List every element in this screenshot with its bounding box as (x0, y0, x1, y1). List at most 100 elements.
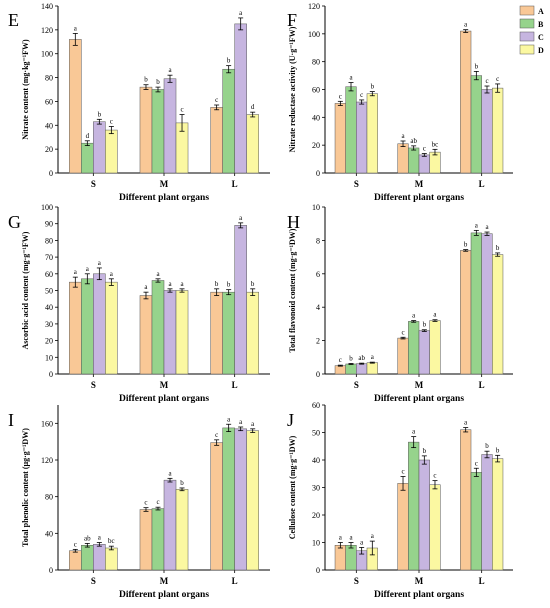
significance-letter: b (227, 57, 231, 65)
y-tick-label: 30 (45, 320, 53, 329)
y-tick-label: 40 (45, 121, 53, 130)
significance-letter: c (433, 472, 436, 480)
significance-letter: a (464, 21, 468, 29)
bar-B (81, 545, 94, 571)
significance-letter: c (339, 92, 342, 100)
significance-letter: bc (108, 537, 115, 545)
y-axis-title: Nitrate reductase activity (U·g⁻¹FW) (288, 26, 297, 152)
significance-letter: b (371, 83, 375, 91)
y-tick-label: 90 (45, 220, 53, 229)
y-tick-label: 0 (316, 566, 320, 575)
bar-B (222, 291, 235, 375)
legend-swatch-A (519, 5, 535, 16)
y-tick-label: 10 (312, 539, 320, 548)
bar-B (81, 142, 94, 174)
bar-A (139, 86, 153, 174)
y-tick-label: 80 (45, 236, 53, 245)
x-axis-title: Different plant organs (119, 590, 209, 600)
panel-label: G (8, 212, 21, 232)
significance-letter: c (496, 75, 499, 83)
bar-A (69, 39, 82, 174)
significance-letter: c (423, 145, 426, 153)
bar-D (492, 458, 504, 571)
y-axis-title: Total flavonoid content (mg·g⁻¹DW) (288, 228, 297, 352)
bar-A (139, 295, 153, 375)
significance-letter: a (239, 9, 243, 17)
y-tick-label: 80 (312, 58, 320, 67)
significance-letter: a (433, 311, 437, 319)
significance-letter: a (168, 66, 172, 74)
significance-letter: a (110, 270, 114, 278)
bar-B (222, 427, 235, 571)
x-tick-label: S (91, 576, 96, 586)
bar-D (429, 484, 441, 571)
significance-letter: b (98, 110, 102, 118)
significance-letter: b (423, 321, 427, 329)
bar-B (151, 508, 165, 571)
x-axis-title: Different plant organs (119, 394, 209, 404)
y-tick-label: 70 (45, 253, 53, 262)
significance-letter: a (485, 223, 489, 231)
bar-C (481, 454, 493, 571)
bar-B (345, 363, 357, 375)
significance-letter: a (360, 538, 364, 546)
bar-A (69, 550, 82, 571)
significance-letter: a (475, 221, 479, 229)
bar-C (356, 363, 368, 375)
y-tick-label: 30 (312, 484, 320, 493)
significance-letter: b (475, 62, 479, 70)
bar-B (408, 147, 420, 174)
legend-swatch-C (519, 31, 535, 42)
significance-letter: c (360, 91, 363, 99)
y-axis-title: Nitrate content (mg·kg⁻¹FW) (21, 39, 30, 140)
x-tick-label: S (354, 576, 359, 586)
significance-letter: c (485, 77, 488, 85)
bar-A (139, 509, 153, 571)
y-tick-label: 0 (49, 169, 53, 178)
bar-A (210, 291, 223, 375)
y-tick-label: 50 (312, 429, 320, 438)
x-tick-label: L (232, 179, 238, 189)
significance-letter: a (168, 469, 172, 477)
bar-D (366, 93, 378, 174)
significance-letter: c (215, 431, 218, 439)
y-tick-label: 100 (41, 50, 53, 59)
significance-letter: b (496, 244, 500, 252)
y-tick-label: 8 (316, 236, 320, 245)
y-tick-label: 100 (41, 203, 53, 212)
significance-letter: a (412, 428, 416, 436)
x-tick-label: M (415, 576, 424, 586)
significance-letter: c (156, 498, 159, 506)
bar-A (334, 103, 346, 174)
significance-letter: a (98, 534, 102, 542)
x-tick-label: M (160, 576, 169, 586)
x-tick-label: S (91, 380, 96, 390)
significance-letter: b (144, 76, 148, 84)
bar-A (397, 337, 409, 375)
significance-letter: c (401, 328, 404, 336)
y-axis-title: Cellulose content (mg·g⁻¹DW) (288, 435, 297, 539)
x-axis-title: Different plant organs (374, 394, 464, 404)
bar-C (163, 479, 177, 571)
y-axis-title: Total phenolic content (µg·g⁻¹DW) (21, 428, 30, 547)
legend-swatch-B (519, 18, 535, 29)
y-tick-label: 4 (316, 303, 320, 312)
bar-C (93, 544, 106, 571)
bar-C (163, 78, 177, 174)
significance-letter: a (349, 534, 353, 542)
bar-B (151, 280, 165, 375)
bar-D (492, 254, 504, 375)
significance-letter: ab (358, 354, 365, 362)
x-tick-label: M (415, 179, 424, 189)
bar-C (481, 89, 493, 174)
bar-D (246, 114, 259, 174)
significance-letter: a (371, 532, 375, 540)
panel-E: E 0 20 40 60 80 100 120 140 Nitrate content (mg·k… (8, 2, 270, 203)
y-tick-label: 140 (41, 2, 53, 11)
significance-letter: a (251, 420, 255, 428)
bar-C (481, 233, 493, 375)
significance-letter: c (144, 499, 147, 507)
panel-label: F (287, 10, 297, 30)
significance-letter: ab (410, 137, 417, 145)
y-tick-label: 80 (45, 493, 53, 502)
